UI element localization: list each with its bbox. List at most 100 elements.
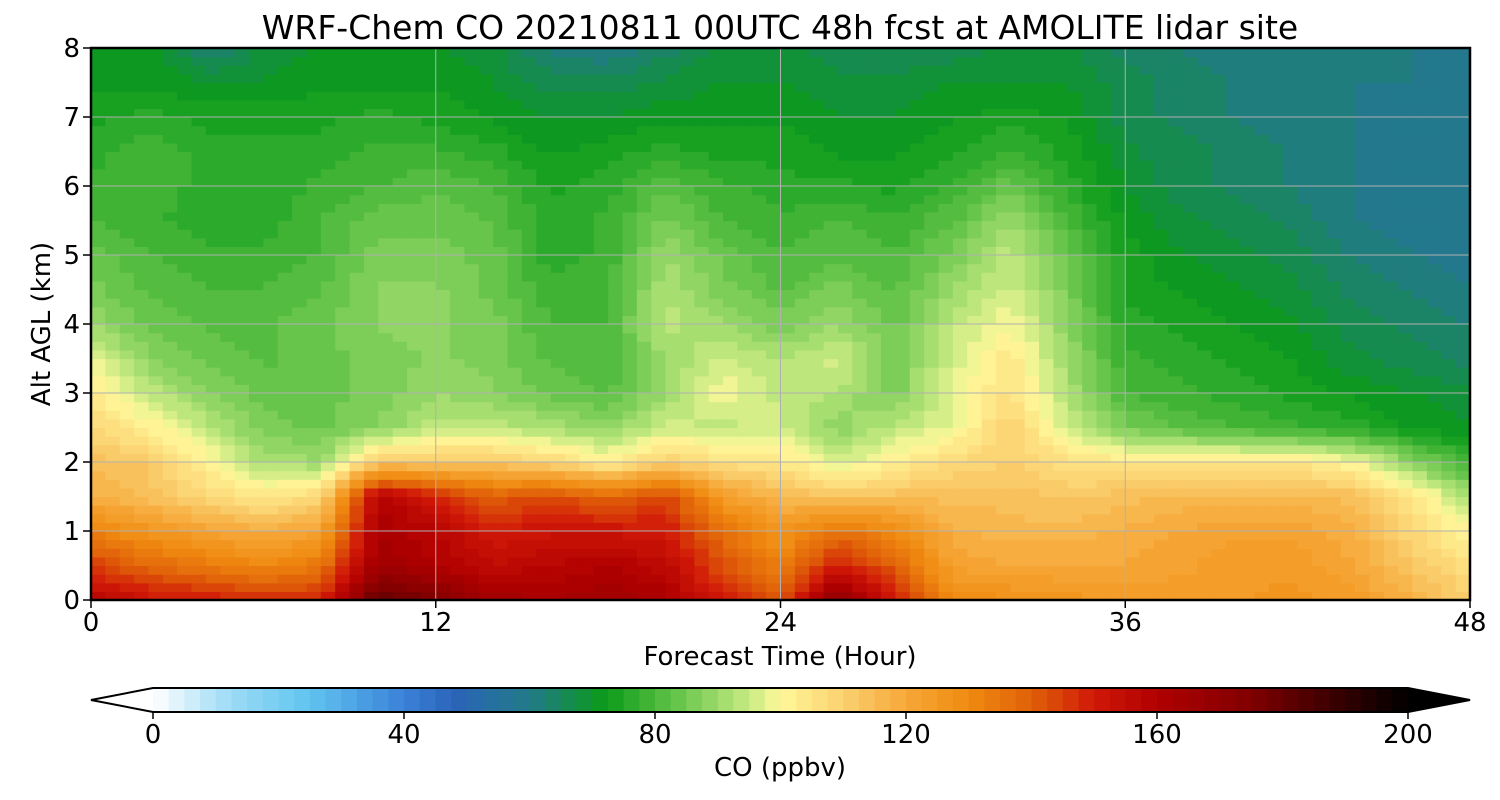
contour-cell [392, 194, 408, 204]
contour-cell [1383, 496, 1399, 506]
contour-cell [866, 444, 882, 454]
contour-cell [924, 574, 940, 584]
contour-cell [421, 168, 437, 178]
contour-cell [1125, 522, 1141, 532]
contour-cell [636, 470, 652, 480]
contour-cell [1139, 315, 1155, 325]
contour-cell [1225, 548, 1241, 558]
contour-cell [895, 436, 911, 446]
contour-cell [1010, 393, 1026, 403]
contour-cell [177, 280, 193, 291]
contour-cell [1311, 229, 1327, 239]
contour-cell [249, 229, 264, 239]
contour-cell [450, 375, 466, 385]
contour-cell [1283, 168, 1299, 178]
contour-cell [1369, 462, 1385, 472]
contour-cell [622, 574, 638, 584]
contour-cell [134, 151, 150, 161]
contour-cell [335, 591, 351, 600]
contour-cell [421, 393, 437, 403]
contour-cell [622, 246, 638, 256]
contour-cell [1096, 513, 1112, 523]
contour-cell [1340, 289, 1356, 299]
contour-cell [809, 410, 825, 420]
contour-cell [1311, 298, 1327, 308]
contour-cell [1426, 479, 1442, 489]
contour-cell [952, 470, 968, 480]
contour-cell [780, 565, 796, 575]
contour-cell [320, 487, 336, 498]
contour-cell [378, 367, 394, 377]
contour-cell [1455, 418, 1470, 429]
contour-cell [1441, 487, 1457, 498]
contour-cell [1139, 186, 1155, 196]
contour-cell [866, 436, 882, 446]
contour-cell [220, 168, 236, 178]
contour-cell [1412, 591, 1428, 600]
contour-cell [105, 591, 121, 600]
contour-cell [679, 194, 695, 204]
contour-cell [421, 324, 437, 334]
contour-cell [1010, 505, 1026, 515]
contour-cell [550, 186, 566, 196]
contour-cell [823, 211, 839, 222]
contour-cell [1153, 298, 1169, 308]
contour-cell [1110, 255, 1126, 265]
contour-cell [895, 324, 911, 334]
contour-cell [1053, 531, 1069, 541]
contour-cell [177, 436, 193, 446]
contour-cell [277, 410, 293, 420]
contour-cell [909, 177, 925, 187]
contour-cell [636, 418, 652, 429]
contour-cell [177, 505, 193, 515]
contour-cell [723, 591, 738, 600]
contour-cell [1125, 168, 1141, 178]
contour-cell [493, 410, 509, 420]
contour-cell [1398, 177, 1414, 187]
contour-cell [1010, 384, 1026, 394]
contour-cell [751, 531, 767, 541]
contour-cell [952, 194, 968, 204]
contour-cell [1153, 263, 1169, 273]
contour-cell [148, 324, 164, 334]
contour-cell [306, 487, 322, 498]
contour-cell [1211, 453, 1227, 463]
contour-cell [1340, 513, 1356, 523]
contour-cell [536, 194, 552, 204]
contour-cell [1340, 237, 1356, 247]
contour-cell [1254, 462, 1270, 472]
contour-cell [1326, 479, 1342, 489]
contour-cell [220, 487, 236, 498]
contour-cell [191, 375, 207, 385]
contour-cell [967, 410, 983, 420]
contour-cell [608, 591, 624, 600]
contour-cell [1455, 306, 1470, 316]
contour-cell [1024, 393, 1040, 403]
contour-cell [593, 298, 609, 308]
contour-cell [593, 453, 609, 463]
contour-cell [1168, 237, 1184, 247]
contour-cell [837, 255, 853, 265]
contour-cell [837, 401, 853, 411]
contour-cell [1110, 151, 1126, 161]
contour-cell [852, 539, 868, 549]
contour-cell [249, 462, 264, 472]
contour-cell [1010, 358, 1026, 368]
contour-cell [1455, 479, 1470, 489]
contour-cell [91, 298, 106, 308]
contour-cell [1096, 582, 1112, 592]
contour-cell [1053, 401, 1069, 411]
contour-cell [234, 168, 250, 178]
contour-cell [593, 565, 609, 575]
contour-cell [1412, 539, 1428, 549]
contour-cell [708, 367, 724, 377]
contour-cell [751, 591, 767, 600]
contour-cell [665, 375, 681, 385]
contour-cell [1039, 177, 1055, 187]
contour-cell [277, 487, 293, 498]
contour-cell [536, 556, 552, 567]
contour-cell [1125, 565, 1141, 575]
contour-cell [837, 151, 853, 161]
contour-cell [1268, 298, 1284, 308]
contour-cell [1010, 470, 1026, 480]
